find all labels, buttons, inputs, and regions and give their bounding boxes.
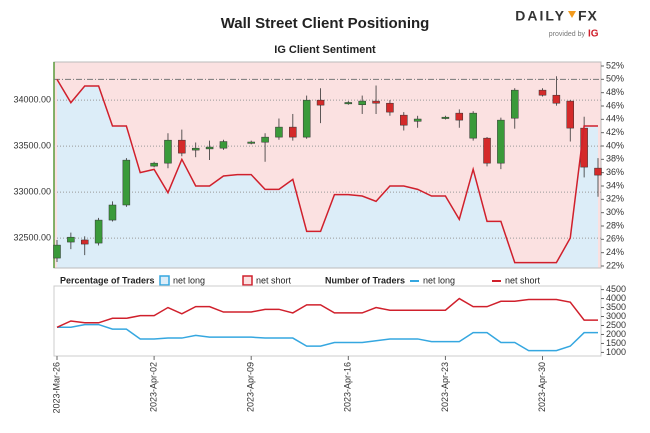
- y-tick-label: 3000: [606, 311, 626, 321]
- y-tick-label: 1000: [606, 347, 626, 357]
- y-tick-label: 2500: [606, 320, 626, 330]
- y2-tick-label: 50%: [606, 74, 624, 84]
- y2-tick-label: 38%: [606, 154, 624, 164]
- y2-tick-label: 32%: [606, 194, 624, 204]
- series-line: [56, 297, 598, 328]
- candle-body: [538, 89, 547, 96]
- candle-body: [566, 100, 575, 129]
- x-tick-label: 2023-Apr-16: [343, 362, 353, 412]
- candle-body: [80, 239, 89, 245]
- net-long-area: [57, 79, 598, 268]
- y-tick-label: 32500.00: [13, 232, 51, 242]
- logo-accent: FX: [578, 8, 598, 24]
- legend-swatch: [242, 275, 253, 286]
- candle-body: [511, 89, 519, 119]
- candle-body: [275, 126, 283, 138]
- candle-body: [289, 126, 297, 138]
- candle-body: [205, 146, 214, 150]
- y-tick-label: 2000: [606, 329, 626, 339]
- y-tick-label: 33000.00: [13, 187, 51, 197]
- y2-tick-label: 40%: [606, 140, 624, 150]
- chart-title: Wall Street Client Positioning: [221, 15, 430, 32]
- legend-label: net short: [505, 275, 541, 285]
- candle-body: [358, 100, 366, 106]
- candle-body: [53, 244, 61, 259]
- legend-title: Percentage of Traders: [60, 275, 155, 285]
- legend-swatch: [159, 275, 170, 286]
- candle-body: [400, 114, 408, 126]
- candle-body: [122, 159, 131, 206]
- candle-body: [150, 162, 158, 167]
- candle-body: [94, 219, 103, 244]
- candle-body: [413, 118, 422, 122]
- candle-body: [164, 139, 172, 164]
- x-tick-label: 2023-Mar-26: [51, 362, 61, 414]
- candle-body: [469, 112, 477, 139]
- logo-icon: [568, 11, 576, 18]
- candle-body: [372, 100, 380, 104]
- y-tick-label: 1500: [606, 338, 626, 348]
- provider: IG: [588, 29, 599, 40]
- y-tick-label: 34000.00: [13, 95, 51, 105]
- candle-body: [191, 147, 200, 151]
- candle-body: [483, 137, 491, 164]
- legend-title: Number of Traders: [325, 275, 405, 285]
- candle-body: [497, 119, 505, 164]
- y2-tick-label: 30%: [606, 207, 624, 217]
- x-tick-label: 2023-Apr-23: [440, 362, 450, 412]
- y-tick-label: 4500: [606, 284, 626, 294]
- logo-main: DAILY: [515, 8, 566, 24]
- chart-subtitle: IG Client Sentiment: [274, 44, 376, 56]
- y2-tick-label: 44%: [606, 114, 624, 124]
- candle-body: [594, 167, 602, 176]
- y-tick-label: 3500: [606, 302, 626, 312]
- x-tick-label: 2023-Apr-02: [148, 362, 158, 412]
- candle-body: [386, 102, 394, 113]
- candle-body: [247, 141, 255, 144]
- plot-frame: [53, 285, 602, 357]
- candle-body: [316, 99, 325, 106]
- y2-tick-label: 36%: [606, 167, 624, 177]
- y2-tick-label: 22%: [606, 260, 624, 270]
- provided-by: provided by: [549, 31, 586, 38]
- candle-body: [261, 136, 269, 143]
- candle-body: [441, 116, 450, 119]
- y2-tick-label: 42%: [606, 127, 624, 137]
- candle-body: [302, 99, 311, 138]
- logo: DAILY FX provided by IG: [515, 8, 598, 40]
- legend-label: net long: [173, 275, 205, 285]
- sentiment-line: [56, 78, 598, 264]
- y2-tick-label: 46%: [606, 100, 624, 110]
- candle-body: [455, 112, 464, 121]
- candle-body: [178, 139, 186, 154]
- y-tick-label: 33500.00: [13, 141, 51, 151]
- y2-tick-label: 52%: [606, 60, 624, 70]
- candle-body: [552, 94, 561, 104]
- legend-label: net long: [423, 275, 455, 285]
- y2-tick-label: 28%: [606, 220, 624, 230]
- candle-body: [67, 236, 75, 243]
- candle-body: [108, 204, 117, 221]
- y-tick-label: 4000: [606, 293, 626, 303]
- y2-tick-label: 24%: [606, 247, 624, 257]
- x-tick-label: 2023-Apr-30: [537, 362, 547, 412]
- x-tick-label: 2023-Apr-09: [246, 362, 256, 412]
- y2-tick-label: 26%: [606, 234, 624, 244]
- candle-body: [219, 141, 228, 149]
- series-line: [57, 323, 598, 352]
- y2-tick-label: 48%: [606, 87, 624, 97]
- candle-body: [344, 102, 353, 105]
- legend-label: net short: [256, 275, 292, 285]
- y2-tick-label: 34%: [606, 180, 624, 190]
